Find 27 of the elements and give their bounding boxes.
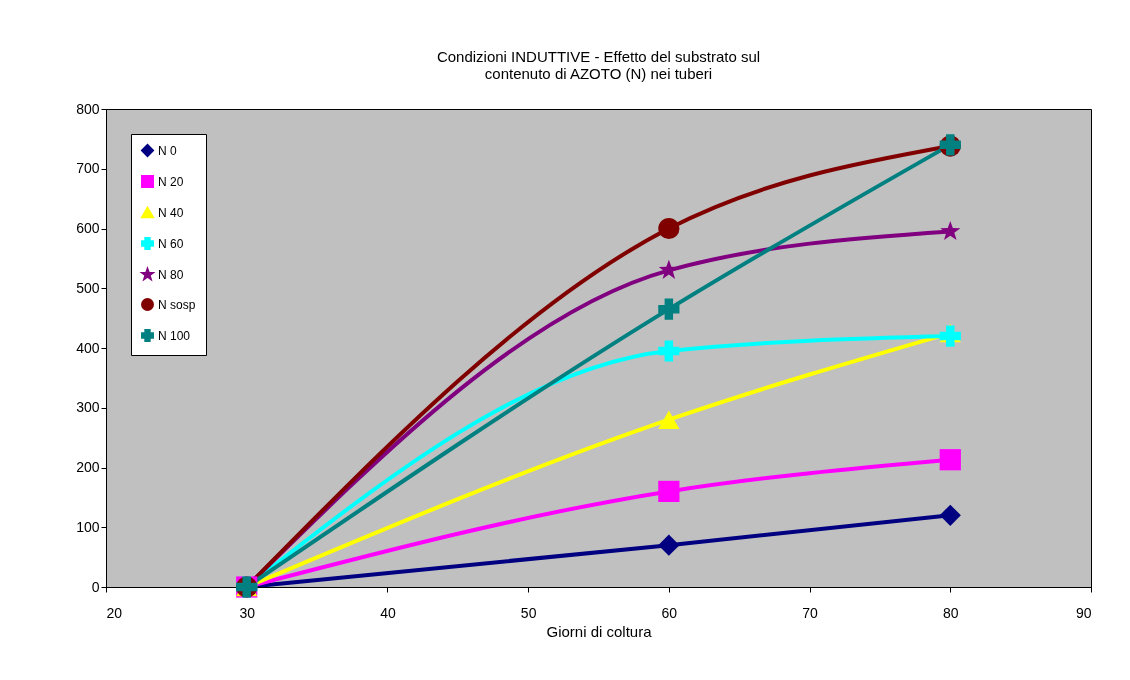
x-tick-label: 20 — [106, 604, 123, 621]
x-tick-label: 40 — [380, 604, 396, 621]
y-tick-label: 600 — [76, 220, 100, 236]
legend-label: N 0 — [158, 143, 177, 158]
y-tick-label: 100 — [76, 518, 100, 535]
x-tick-label: 60 — [661, 604, 678, 621]
x-tick-label: 90 — [1075, 604, 1092, 621]
y-tick-label: 400 — [76, 339, 100, 356]
legend-label: N 100 — [158, 328, 191, 343]
y-tick-label: 700 — [76, 160, 100, 177]
y-tick-label: 200 — [76, 459, 100, 475]
legend-label: N 20 — [158, 174, 184, 189]
legend-label: N sosp — [158, 297, 196, 312]
legend-label: N 80 — [158, 267, 184, 282]
legend-label: N 60 — [158, 236, 184, 251]
x-tick-label: 80 — [943, 604, 959, 621]
x-tick-label: 50 — [520, 604, 537, 621]
text: contenuto di AZOTO (N) nei tuberi — [484, 65, 713, 82]
text: Condizioni INDUTTIVE - Effetto del substrato sul — [436, 48, 761, 65]
y-tick-label: 800 — [76, 100, 100, 117]
x-tick-label: 30 — [239, 604, 256, 621]
x-tick-label: 70 — [802, 604, 819, 621]
y-tick-label: 300 — [76, 399, 100, 416]
y-tick-label: 500 — [76, 279, 100, 296]
legend-label: N 40 — [158, 205, 184, 220]
x-axis-title: Giorni di coltura — [546, 622, 653, 640]
y-tick-label: 0 — [91, 578, 100, 595]
